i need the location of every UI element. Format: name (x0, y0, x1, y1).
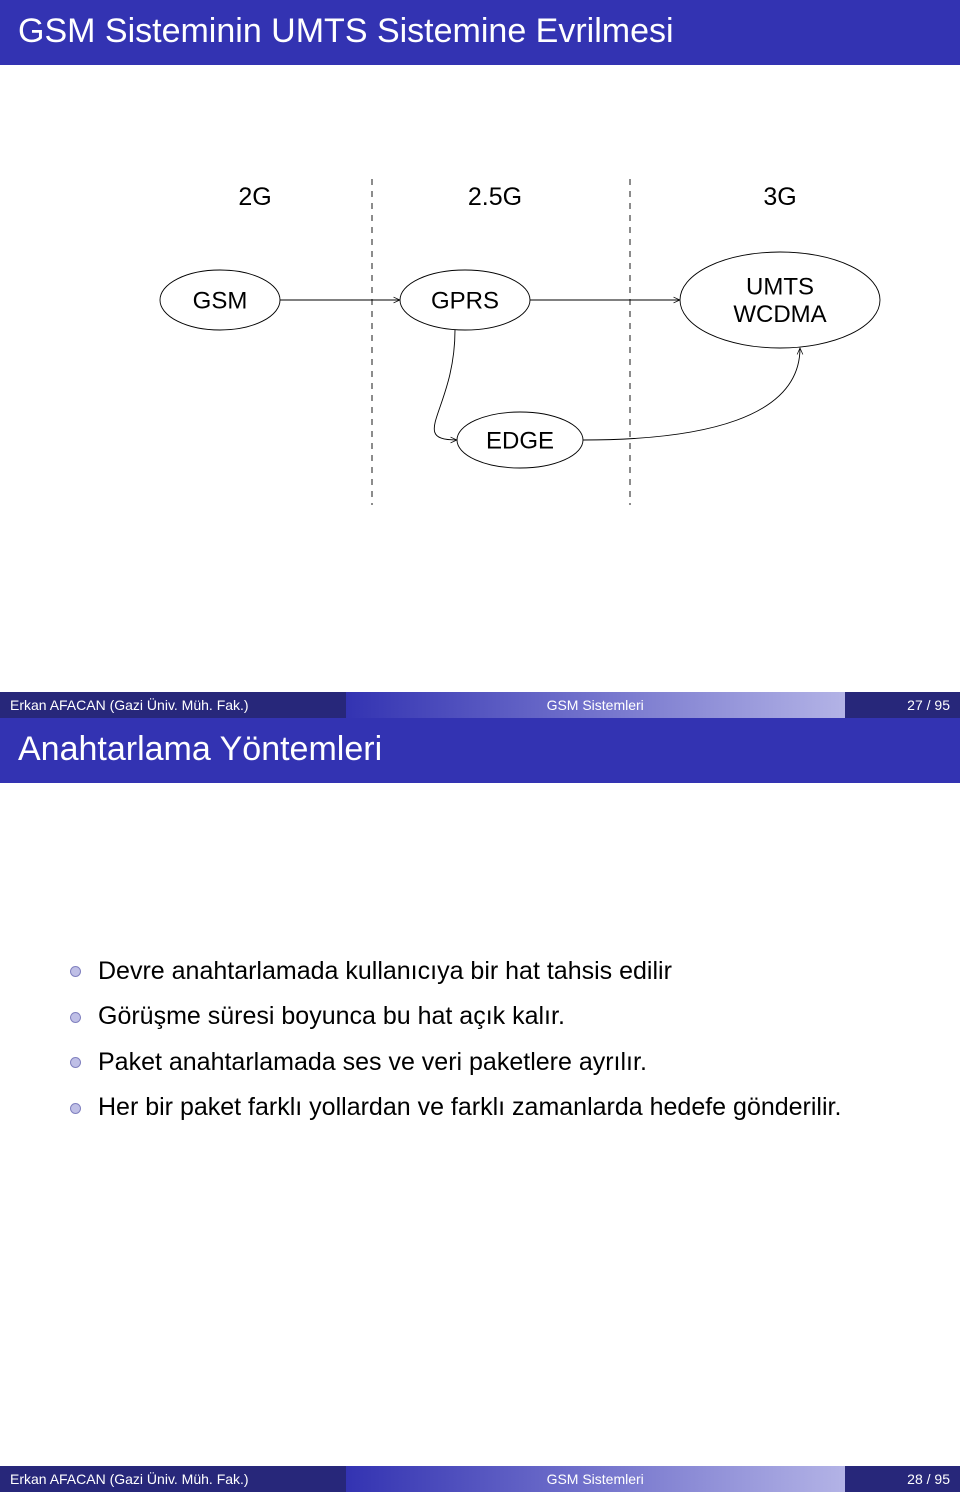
node-label-gsm: GSM (193, 287, 248, 314)
slide-1-body: 2G 2.5G 3G GSM GPRS UMTSWCDMA EDGE (0, 65, 960, 697)
footer-course-2: GSM Sistemleri (346, 1466, 845, 1492)
node-label-edge: EDGE (486, 427, 554, 454)
node-label-gprs: GPRS (431, 287, 499, 314)
footer-page-1: 27 / 95 (845, 692, 960, 718)
node-label-umts-0: UMTS (746, 273, 814, 300)
gen-label-g3: 3G (763, 183, 796, 211)
gen-label-g2: 2G (238, 183, 271, 211)
bullet-item: Paket anahtarlamada ses ve veri paketler… (70, 1044, 910, 1082)
footer-page-2: 28 / 95 (845, 1466, 960, 1492)
slide-2-body: Devre anahtarlamada kullanıcıya bir hat … (0, 783, 960, 1127)
slide-1-footer: Erkan AFACAN (Gazi Üniv. Müh. Fak.) GSM … (0, 692, 960, 718)
slide-1-title-bar: GSM Sisteminin UMTS Sistemine Evrilmesi (0, 0, 960, 65)
slide-1: GSM Sisteminin UMTS Sistemine Evrilmesi … (0, 0, 960, 718)
slide-2: Anahtarlama Yöntemleri Devre anahtarlama… (0, 718, 960, 1492)
bullet-item: Görüşme süresi boyunca bu hat açık kalır… (70, 998, 910, 1036)
edge-gprs-edge (434, 330, 457, 440)
gen-label-g25: 2.5G (468, 183, 522, 211)
diagram-svg: 2G 2.5G 3G GSM GPRS UMTSWCDMA EDGE (60, 155, 900, 575)
footer-course-1: GSM Sistemleri (346, 692, 845, 718)
slide-2-title-bar: Anahtarlama Yöntemleri (0, 718, 960, 783)
node-label-umts-1: WCDMA (733, 301, 826, 328)
bullet-item: Devre anahtarlamada kullanıcıya bir hat … (70, 953, 910, 991)
edge-edge-umts (583, 348, 800, 440)
bullet-item: Her bir paket farklı yollardan ve farklı… (70, 1089, 910, 1127)
evolution-diagram: 2G 2.5G 3G GSM GPRS UMTSWCDMA EDGE (60, 155, 900, 575)
footer-author-1: Erkan AFACAN (Gazi Üniv. Müh. Fak.) (0, 692, 346, 718)
footer-author-2: Erkan AFACAN (Gazi Üniv. Müh. Fak.) (0, 1466, 346, 1492)
slide-2-footer: Erkan AFACAN (Gazi Üniv. Müh. Fak.) GSM … (0, 1466, 960, 1492)
bullet-list: Devre anahtarlamada kullanıcıya bir hat … (0, 953, 960, 1127)
